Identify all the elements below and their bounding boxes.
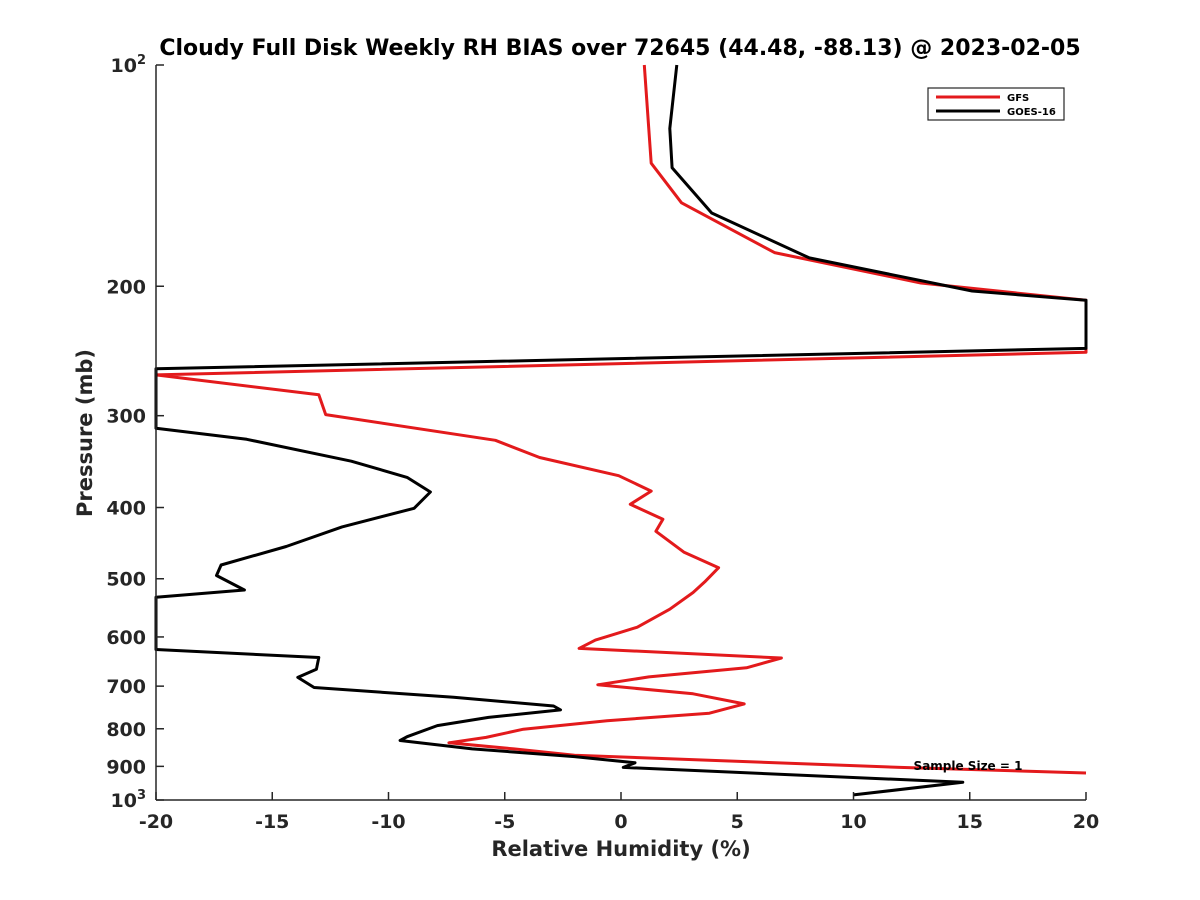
y-tick-label: 200 <box>106 276 146 298</box>
sample-size-annotation: Sample Size = 1 <box>914 759 1023 773</box>
legend-label-gfs: GFS <box>1007 93 1029 104</box>
x-tick-label: -15 <box>255 811 289 833</box>
legend-label-goes16: GOES-16 <box>1007 107 1056 118</box>
x-tick-label: 20 <box>1073 811 1099 833</box>
series-line-goes-16 <box>154 64 1088 797</box>
y-tick-label: 103 <box>111 788 147 812</box>
chart-title: Cloudy Full Disk Weekly RH BIAS over 726… <box>159 36 1080 61</box>
x-ticks: -20 -15 -10 -5 0 5 10 15 20 <box>139 792 1099 833</box>
x-tick-label: 10 <box>840 811 866 833</box>
y-tick-label: 900 <box>106 756 146 778</box>
y-axis-label: Pressure (mb) <box>73 349 97 517</box>
x-tick-label: -20 <box>139 811 173 833</box>
x-tick-label: 5 <box>731 811 744 833</box>
y-tick-label: 102 <box>111 53 147 77</box>
legend: GFS GOES-16 <box>927 87 1065 121</box>
x-tick-label: -10 <box>371 811 405 833</box>
series-layer <box>154 64 1088 797</box>
x-tick-label: 0 <box>614 811 627 833</box>
legend-box <box>927 87 1065 121</box>
plot-area <box>156 65 1086 800</box>
y-ticks: 102 200 300 400 500 600 700 800 900 103 <box>106 53 164 812</box>
y-tick-label: 500 <box>106 569 146 591</box>
series-line-gfs <box>154 64 1088 775</box>
y-tick-label: 800 <box>106 719 146 741</box>
y-tick-label: 700 <box>106 676 146 698</box>
y-tick-label: 600 <box>106 627 146 649</box>
x-tick-label: -5 <box>494 811 515 833</box>
x-tick-label: 15 <box>957 811 983 833</box>
y-tick-label: 400 <box>106 498 146 520</box>
y-tick-label: 300 <box>106 406 146 428</box>
x-axis-label: Relative Humidity (%) <box>491 837 750 861</box>
